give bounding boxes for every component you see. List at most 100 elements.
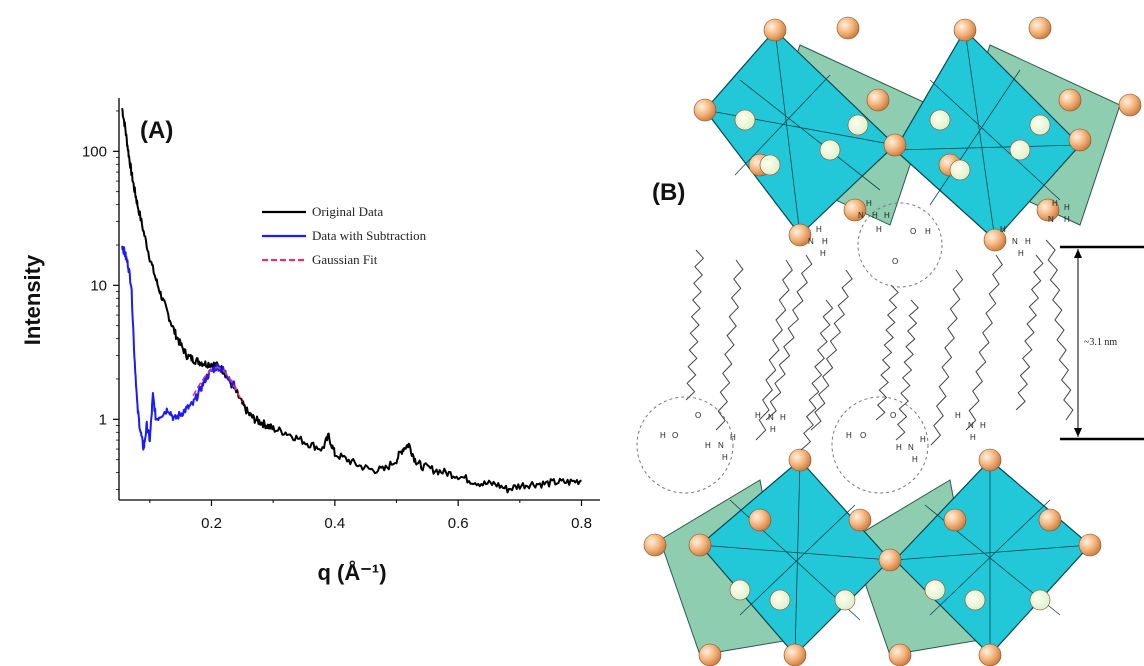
atom-label-h: H (955, 411, 961, 420)
y-axis-title: Intensity (20, 254, 45, 345)
series-line-3 (192, 366, 244, 403)
inner-atom (819, 139, 841, 161)
atom-label-h: H (816, 225, 822, 234)
x-tick-label: 0.2 (201, 515, 222, 532)
halide-atom (748, 508, 772, 532)
atom-label-h: H (866, 199, 872, 208)
halide-atom (843, 198, 867, 222)
atom-label-h: H (705, 441, 711, 450)
halide-atom (1038, 508, 1062, 532)
atom-label-h: H (1025, 237, 1031, 246)
halide-atom (643, 533, 667, 557)
y-tick-label: 100 (82, 143, 107, 160)
atom-label-h: H (884, 211, 890, 220)
inner-atom (964, 589, 986, 611)
halide-atom (978, 448, 1002, 472)
hydrogen-bond-circle (636, 396, 734, 494)
halide-atom (953, 18, 977, 42)
alkyl-chain (895, 299, 919, 441)
x-tick-label: 0.6 (448, 515, 469, 532)
spacing-label: ~3.1 nm (1084, 337, 1117, 348)
inner-atom (1029, 114, 1051, 136)
atom-label-o: O (892, 257, 898, 266)
series-line-1 (121, 107, 582, 494)
halide-atom (983, 228, 1007, 252)
inner-atom (734, 109, 756, 131)
atom-label-h: H (920, 435, 926, 444)
layered-structure-diagram: (B) (636, 16, 1144, 666)
alkyl-chain (715, 259, 744, 431)
halide-atom (866, 88, 890, 112)
alkyl-chains (685, 239, 1074, 451)
atom-label-h: H (1000, 225, 1006, 234)
halide-atom (836, 16, 860, 40)
atom-label-h: H (912, 455, 918, 464)
atom-label-h: H (730, 433, 736, 442)
legend-entry: Data with Subtraction (312, 228, 427, 243)
halide-atom (1036, 198, 1060, 222)
atom-label-h: H (925, 227, 931, 236)
atom-label-h: H (822, 237, 828, 246)
atom-label-n: N (718, 441, 724, 450)
halide-atom (888, 643, 912, 666)
saxs-chart: (A) 0.2 0.4 0.6 0.8 1 10 100 Intensity q (Å⁻¹)… (20, 98, 600, 585)
atom-label-h: H (820, 249, 826, 258)
atom-label-h: H (722, 453, 728, 462)
atom-label-h: H (1052, 199, 1058, 208)
atom-label-o: O (672, 431, 678, 440)
alkyl-chain (1015, 254, 1044, 411)
atom-label-h: H (770, 425, 776, 434)
series-line-2 (121, 245, 237, 451)
inner-atom (929, 109, 951, 131)
alkyl-chain (875, 284, 899, 421)
atom-label-o: O (890, 411, 896, 420)
inner-atom (769, 589, 791, 611)
halide-atom (788, 223, 812, 247)
halide-atom (698, 643, 722, 666)
atom-label-o: O (860, 431, 866, 440)
atoms (643, 16, 1142, 666)
atom-label-n: N (768, 413, 774, 422)
y-tick-label: 10 (90, 277, 107, 294)
halide-atom (1068, 128, 1092, 152)
alkyl-chain (685, 249, 705, 401)
atom-label-h: H (1064, 203, 1070, 212)
atom-label-h: H (970, 433, 976, 442)
halide-atom (878, 548, 902, 572)
atom-label-h: H (1018, 249, 1024, 258)
halide-atom (848, 508, 872, 532)
atom-label-o: O (910, 227, 916, 236)
x-axis-title: q (Å⁻¹) (317, 559, 386, 585)
inner-atom (924, 579, 946, 601)
hydrogen-bond-circle (831, 396, 929, 494)
halide-atom (788, 448, 812, 472)
inner-atom (1009, 139, 1031, 161)
inner-atom (949, 159, 971, 181)
alkyl-chain (930, 269, 964, 446)
atom-label-n: N (1048, 215, 1054, 224)
inner-atom (729, 579, 751, 601)
atom-label-h: H (755, 411, 761, 420)
halide-atom (883, 133, 907, 157)
halide-atom (763, 18, 787, 42)
y-tick-label: 1 (99, 411, 107, 428)
x-tick-label: 0.4 (324, 515, 345, 532)
atom-label-h: H (896, 443, 902, 452)
panel-b-label: (B) (652, 179, 685, 206)
alkyl-chain (965, 254, 1003, 431)
top-inorganic-layer (704, 29, 1121, 241)
halide-atom (943, 508, 967, 532)
halide-atom (1058, 88, 1082, 112)
halide-atom (1118, 93, 1142, 117)
atom-label-n: N (858, 211, 864, 220)
atom-label-h: H (1064, 215, 1070, 224)
halide-atom (693, 98, 717, 122)
atom-label-h: H (872, 211, 878, 220)
hydrogen-bond-circle (857, 202, 943, 288)
inner-atom (759, 154, 781, 176)
halide-atom (1078, 533, 1102, 557)
panel-a-label: (A) (140, 117, 173, 144)
x-tick-label: 0.8 (571, 515, 592, 532)
halide-atom (978, 643, 1002, 666)
